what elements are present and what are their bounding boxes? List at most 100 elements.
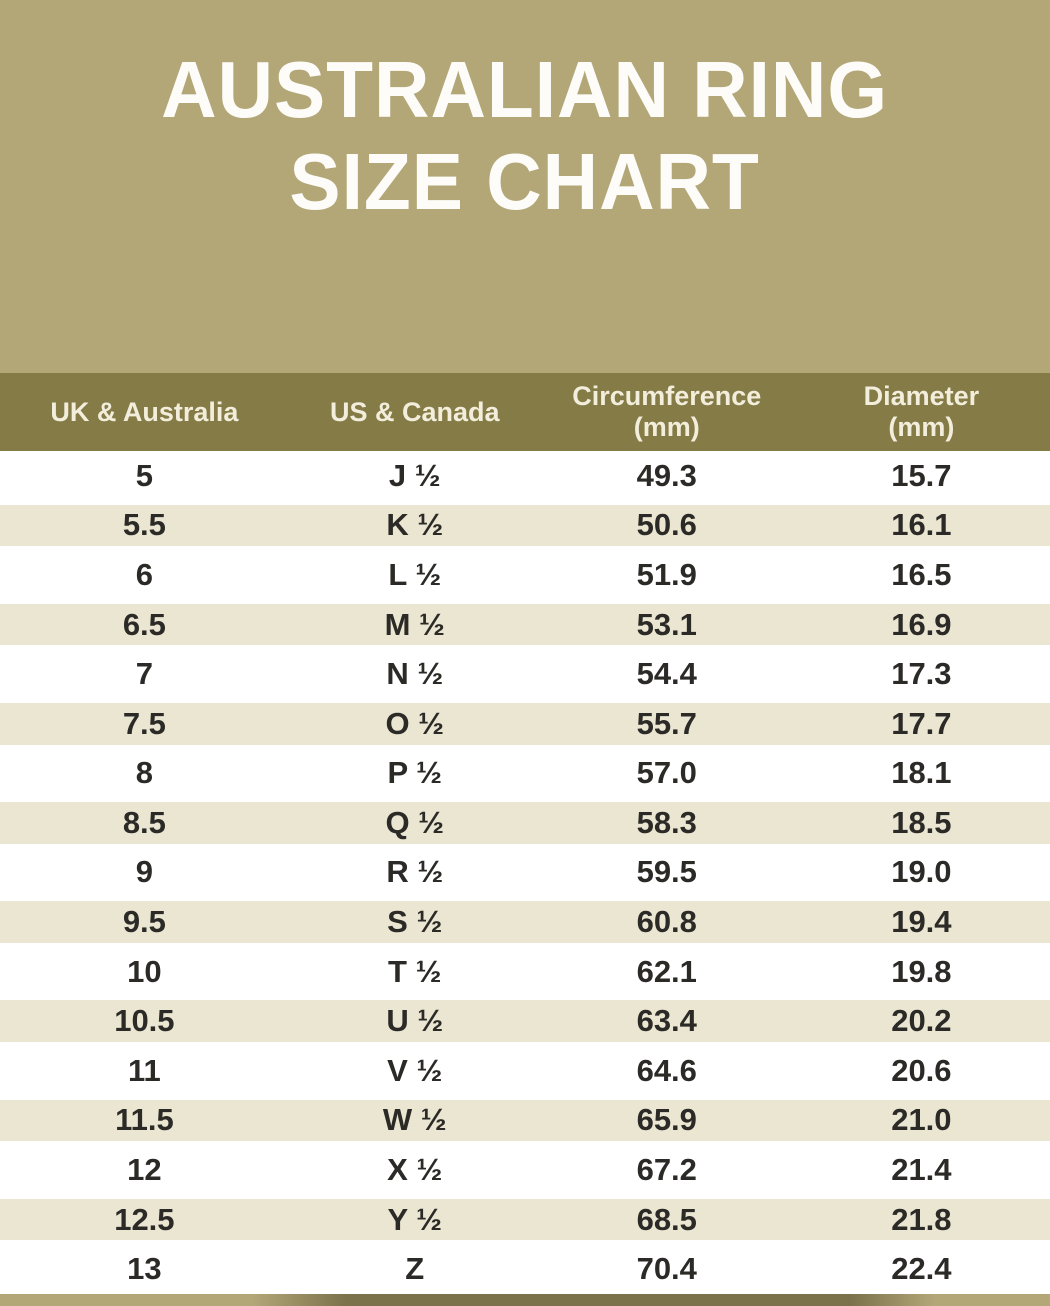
cell-circumference: 55.7 bbox=[636, 705, 697, 741]
cell-uk-australia: 11.5 bbox=[115, 1102, 174, 1138]
table-row: 6 L ½ 51.9 16.5 bbox=[0, 550, 1050, 600]
column-header-unit: (mm) bbox=[888, 412, 955, 443]
cell-diameter: 20.2 bbox=[891, 1003, 952, 1039]
table-row: 9 R ½ 59.5 19.0 bbox=[0, 847, 1050, 898]
cell-circumference: 49.3 bbox=[636, 457, 697, 493]
cell-circumference: 67.2 bbox=[636, 1152, 697, 1188]
column-header-unit: (mm) bbox=[633, 412, 700, 443]
cell-us-canada: U ½ bbox=[386, 1003, 444, 1039]
cell-us-canada: N ½ bbox=[386, 656, 444, 692]
column-header-uk-australia: UK & Australia bbox=[0, 397, 289, 428]
page-title: AUSTRALIAN RING SIZE CHART bbox=[162, 44, 889, 228]
table-row: 11.5 W ½ 65.9 21.0 bbox=[0, 1096, 1050, 1146]
cell-uk-australia: 9.5 bbox=[122, 904, 166, 940]
cell-us-canada: O ½ bbox=[385, 705, 445, 741]
cell-diameter: 16.9 bbox=[891, 606, 952, 642]
cell-circumference: 59.5 bbox=[636, 854, 697, 890]
table-row: 5.5 K ½ 50.6 16.1 bbox=[0, 501, 1050, 551]
cell-circumference: 53.1 bbox=[636, 606, 697, 642]
column-header-circumference: Circumference (mm) bbox=[541, 381, 793, 443]
cell-circumference: 64.6 bbox=[636, 1052, 697, 1088]
cell-uk-australia: 12.5 bbox=[114, 1201, 175, 1237]
cell-us-canada: V ½ bbox=[387, 1052, 443, 1088]
cell-circumference: 65.9 bbox=[636, 1102, 697, 1138]
column-header-label: Diameter bbox=[863, 381, 980, 412]
table-row: 11 V ½ 64.6 20.6 bbox=[0, 1046, 1050, 1096]
table-row: 5 J ½ 49.3 15.7 bbox=[0, 450, 1050, 501]
cell-diameter: 19.4 bbox=[891, 904, 952, 940]
cell-uk-australia: 10 bbox=[127, 953, 162, 989]
cell-diameter: 19.0 bbox=[891, 854, 952, 890]
table-header: UK & Australia US & Canada Circumference… bbox=[0, 373, 1050, 451]
column-header-label: UK & Australia bbox=[50, 396, 239, 427]
table-row: 7 N ½ 54.4 17.3 bbox=[0, 649, 1050, 699]
cell-us-canada: J ½ bbox=[388, 457, 441, 493]
cell-diameter: 16.1 bbox=[891, 507, 952, 543]
cell-circumference: 50.6 bbox=[636, 507, 697, 543]
cell-diameter: 15.7 bbox=[891, 457, 952, 493]
cell-circumference: 70.4 bbox=[636, 1251, 697, 1287]
cell-circumference: 58.3 bbox=[636, 804, 697, 840]
page-title-line2: SIZE CHART bbox=[289, 137, 761, 226]
cell-circumference: 62.1 bbox=[636, 953, 697, 989]
cell-us-canada: S ½ bbox=[387, 904, 443, 940]
cell-uk-australia: 12 bbox=[127, 1152, 162, 1188]
cell-diameter: 17.3 bbox=[891, 656, 952, 692]
cell-circumference: 63.4 bbox=[636, 1003, 697, 1039]
cell-us-canada: Z bbox=[405, 1251, 425, 1287]
cell-uk-australia: 7.5 bbox=[122, 705, 166, 741]
cell-uk-australia: 5 bbox=[135, 457, 153, 493]
cell-diameter: 21.4 bbox=[891, 1152, 952, 1188]
cell-uk-australia: 10.5 bbox=[114, 1003, 175, 1039]
column-header-diameter: Diameter (mm) bbox=[793, 381, 1050, 443]
cell-us-canada: M ½ bbox=[384, 606, 445, 642]
cell-diameter: 22.4 bbox=[891, 1251, 952, 1287]
cell-uk-australia: 8.5 bbox=[122, 804, 166, 840]
cell-diameter: 18.1 bbox=[891, 755, 952, 791]
cell-us-canada: X ½ bbox=[387, 1152, 443, 1188]
cell-uk-australia: 13 bbox=[127, 1251, 162, 1287]
cell-diameter: 17.7 bbox=[891, 705, 952, 741]
table-row: 6.5 M ½ 53.1 16.9 bbox=[0, 600, 1050, 650]
cell-uk-australia: 9 bbox=[135, 854, 153, 890]
cell-diameter: 16.5 bbox=[891, 556, 952, 592]
cell-us-canada: T ½ bbox=[388, 953, 442, 989]
column-header-us-canada: US & Canada bbox=[289, 397, 541, 428]
table-row: 13 Z 70.4 22.4 bbox=[0, 1244, 1050, 1295]
cell-circumference: 54.4 bbox=[636, 656, 697, 692]
cell-us-canada: L ½ bbox=[388, 556, 442, 592]
cell-uk-australia: 8 bbox=[135, 755, 153, 791]
cell-uk-australia: 6 bbox=[135, 556, 153, 592]
cell-uk-australia: 6.5 bbox=[122, 606, 166, 642]
table-row: 10 T ½ 62.1 19.8 bbox=[0, 946, 1050, 997]
cell-circumference: 68.5 bbox=[636, 1201, 697, 1237]
table-row: 12.5 Y ½ 68.5 21.8 bbox=[0, 1195, 1050, 1245]
column-header-label: US & Canada bbox=[329, 396, 500, 427]
cell-diameter: 21.0 bbox=[891, 1102, 952, 1138]
table-row: 9.5 S ½ 60.8 19.4 bbox=[0, 897, 1050, 947]
bottom-band bbox=[0, 1294, 1050, 1306]
table-row: 10.5 U ½ 63.4 20.2 bbox=[0, 996, 1050, 1046]
cell-diameter: 18.5 bbox=[891, 804, 952, 840]
cell-us-canada: Y ½ bbox=[387, 1201, 443, 1237]
cell-us-canada: K ½ bbox=[386, 507, 444, 543]
cell-diameter: 21.8 bbox=[891, 1201, 952, 1237]
title-banner: AUSTRALIAN RING SIZE CHART bbox=[0, 0, 1050, 374]
cell-us-canada: W ½ bbox=[382, 1102, 447, 1138]
table-row: 8.5 Q ½ 58.3 18.5 bbox=[0, 798, 1050, 848]
cell-diameter: 19.8 bbox=[891, 953, 952, 989]
column-header-label: Circumference bbox=[572, 381, 762, 412]
cell-us-canada: R ½ bbox=[386, 854, 444, 890]
cell-uk-australia: 5.5 bbox=[122, 507, 166, 543]
cell-uk-australia: 11 bbox=[127, 1052, 161, 1088]
cell-us-canada: P ½ bbox=[387, 755, 443, 791]
table-row: 8 P ½ 57.0 18.1 bbox=[0, 748, 1050, 799]
table-body: 5 J ½ 49.3 15.7 5.5 K ½ 50.6 16.1 6 L ½ … bbox=[0, 450, 1050, 1295]
cell-circumference: 60.8 bbox=[636, 904, 697, 940]
cell-circumference: 51.9 bbox=[636, 556, 697, 592]
table-row: 12 X ½ 67.2 21.4 bbox=[0, 1145, 1050, 1195]
cell-circumference: 57.0 bbox=[636, 755, 697, 791]
cell-us-canada: Q ½ bbox=[385, 804, 445, 840]
cell-uk-australia: 7 bbox=[135, 656, 153, 692]
